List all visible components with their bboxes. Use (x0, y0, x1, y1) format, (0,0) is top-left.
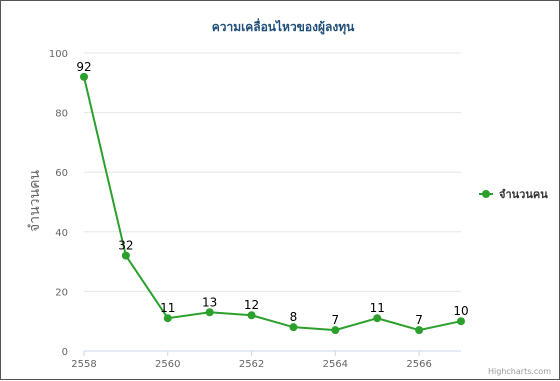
data-labels: 92 32 11 13 12 8 7 11 7 10 (76, 60, 468, 327)
series-layer (80, 72, 465, 335)
data-label: 7 (332, 313, 340, 327)
data-label: 12 (244, 298, 259, 312)
legend-marker-icon (482, 190, 490, 198)
data-label: 10 (453, 304, 468, 318)
y-tick-label: 20 (55, 287, 68, 298)
legend-item-label[interactable]: จำนวนคน (499, 188, 548, 201)
data-label: 8 (290, 310, 298, 324)
grid-lines (84, 52, 461, 292)
data-point[interactable] (373, 314, 382, 323)
data-point[interactable] (121, 251, 130, 260)
x-axis-ticks: 2558 2560 2562 2564 2566 (71, 351, 432, 370)
data-point[interactable] (80, 72, 88, 81)
x-tick-label: 2558 (71, 359, 96, 370)
data-point[interactable] (163, 314, 172, 323)
data-point[interactable] (457, 317, 465, 326)
data-label: 11 (160, 301, 175, 315)
data-point[interactable] (415, 326, 424, 335)
data-label: 32 (118, 239, 133, 253)
data-label: 92 (76, 60, 91, 74)
x-tick-label: 2566 (406, 359, 431, 370)
y-tick-label: 40 (55, 228, 68, 239)
y-tick-label: 100 (49, 49, 68, 60)
data-label: 7 (415, 313, 423, 327)
data-label: 11 (370, 301, 385, 315)
y-tick-label: 80 (55, 109, 68, 120)
y-axis-title: จำนวนคน (27, 170, 43, 232)
data-point[interactable] (331, 326, 340, 335)
data-point[interactable] (247, 311, 256, 320)
x-tick-label: 2560 (155, 359, 180, 370)
legend[interactable]: จำนวนคน (479, 188, 548, 201)
chart-title: ความเคลื่อนไหวของผู้ลงทุน (212, 18, 355, 35)
x-tick-label: 2562 (239, 359, 264, 370)
y-tick-label: 0 (62, 347, 68, 358)
data-point[interactable] (289, 323, 298, 332)
y-axis-ticks: 0 20 40 60 80 100 (49, 49, 68, 358)
data-label: 13 (202, 295, 217, 309)
data-point[interactable] (205, 308, 214, 317)
chart-credits[interactable]: Highcharts.com (488, 367, 551, 376)
series-line (83, 76, 462, 332)
x-tick-label: 2564 (323, 359, 348, 370)
y-tick-label: 60 (55, 168, 68, 179)
